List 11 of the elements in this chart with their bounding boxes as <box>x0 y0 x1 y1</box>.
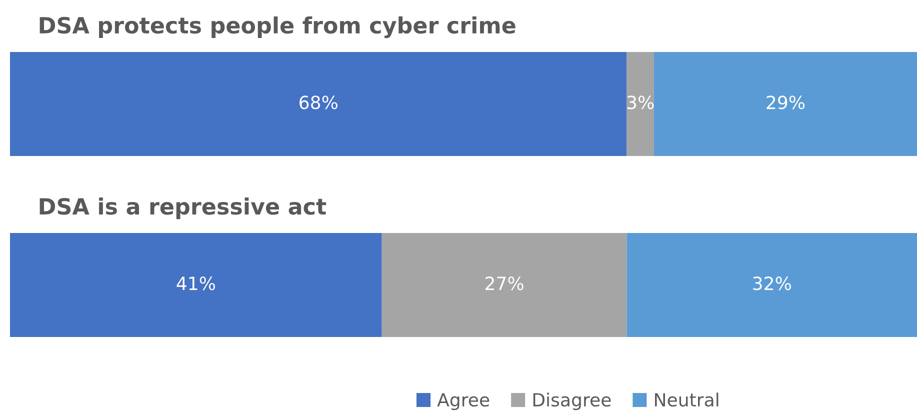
legend-label: Disagree <box>533 392 611 410</box>
y-tick-label: DSA is a repressive act <box>40 198 326 220</box>
data-label: 29% <box>766 96 805 110</box>
y-tick-label: DSA protects people from cyber crime <box>40 16 516 38</box>
data-label: 68% <box>300 96 338 110</box>
data-label: 27% <box>486 276 524 290</box>
legend-label: Agree <box>437 393 490 410</box>
data-label: 3% <box>627 96 654 110</box>
data-label: 32% <box>753 276 791 290</box>
data-label: 41% <box>176 276 216 290</box>
legend-label: Neutral <box>655 392 718 407</box>
